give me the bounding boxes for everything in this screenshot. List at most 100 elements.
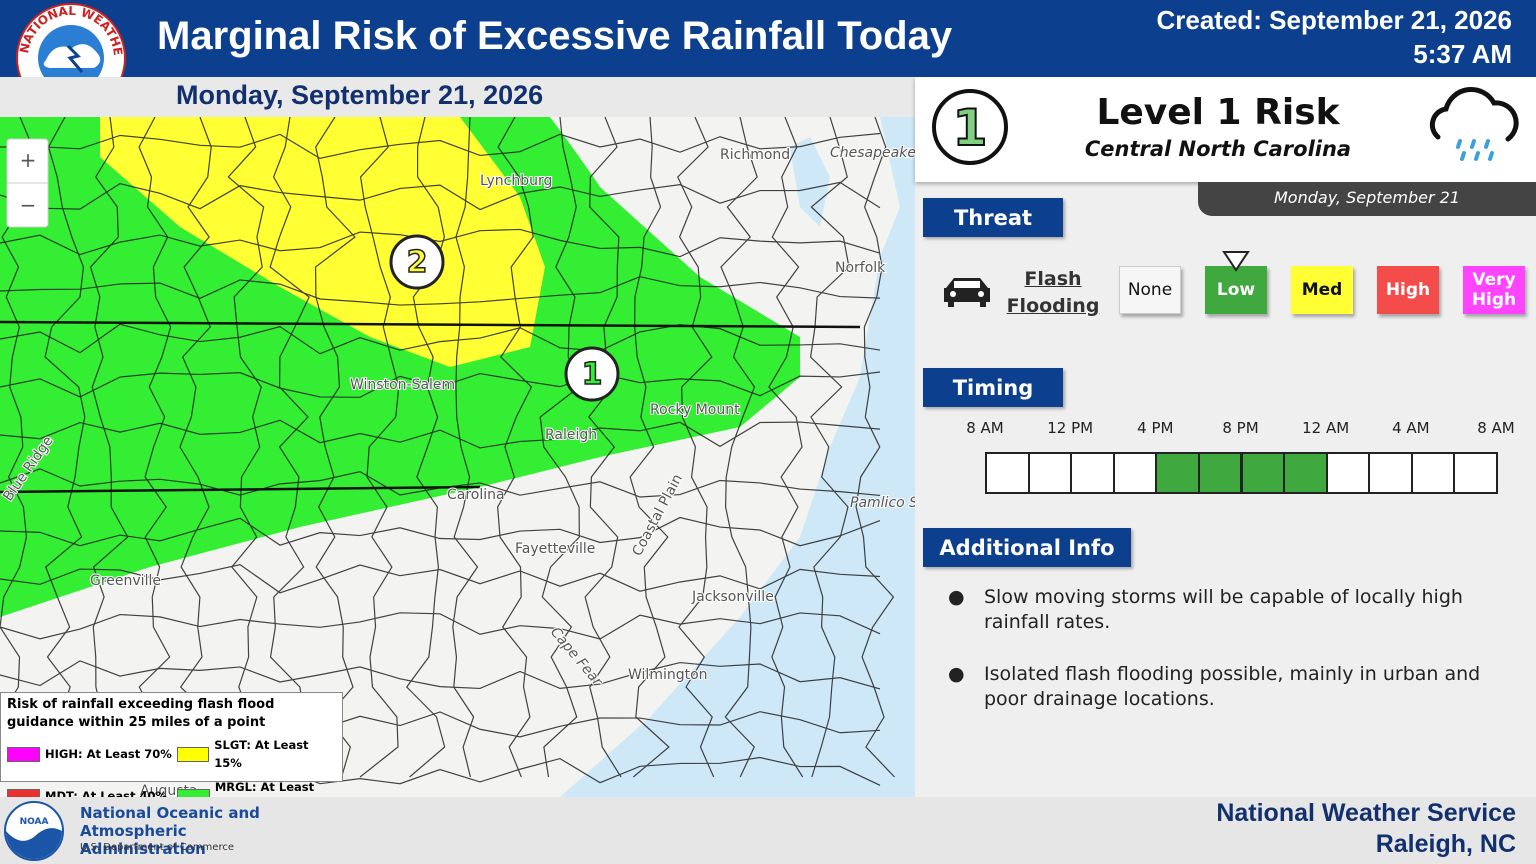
section-heading: Timing [923,368,1063,407]
timing-cell [1410,452,1456,494]
county-line [0,419,881,449]
office: National Weather Service [1216,799,1516,827]
county-line [0,228,881,258]
map: Richmond Chesapeake Bay Norfolk Lynchbur… [0,117,915,797]
zoom-out[interactable]: − [20,193,37,217]
date: Monday, September 21, 2026 [176,80,544,110]
map-label: Winston-Salem [350,377,455,393]
county-line [0,564,881,594]
timing-cell [1155,452,1200,494]
selected-indicator [1222,251,1250,272]
map-label: Pamlico Sound [850,495,915,511]
legend-label: HIGH: At Least 70% [45,747,172,761]
noaa-text: NOAA [20,817,49,827]
threat-level: Low [1205,266,1267,314]
hazard: Flash Flooding [1006,268,1100,317]
bullet: ● Isolated flash flooding possible, mainl… [948,662,1508,712]
section-heading: Additional Info [923,528,1131,567]
timing-cell [1112,452,1158,494]
county-line [89,117,129,778]
zoom-in[interactable]: + [20,148,37,172]
title: Marginal Risk of Excessive Rainfall Toda… [157,14,953,58]
county-line [138,117,172,778]
county-line [855,117,895,778]
risk-area: Central North Carolina [1084,137,1352,161]
footer [0,797,1536,864]
map-label: Jacksonville [691,589,774,605]
county-line [452,117,479,778]
threat-level: High [1377,266,1439,314]
department: U.S. Department of Commerce [80,842,234,853]
county-line [584,117,622,778]
marginal-area [0,117,800,617]
county-line [0,132,881,160]
map-label: Fayetteville [515,541,595,557]
legend-item: HIGH: At Least 70% [7,736,177,772]
timing-cell [985,452,1030,494]
bullet-text: Slow moving storms will be capable of lo… [984,586,1463,633]
timing-cell [1027,452,1073,494]
county-line [227,117,265,778]
rain-icon [1429,86,1519,161]
location: Raleigh, NC [1375,830,1516,858]
county-line [809,117,850,778]
state-line [0,320,861,329]
county-line [405,117,446,778]
county-line [0,612,881,640]
date-bar [0,77,915,117]
county-line [359,117,400,778]
map-label: Lynchburg [480,173,552,189]
created-date: Created: September 21, 2026 [1156,5,1512,35]
county-line [497,117,534,778]
car-icon [944,278,990,307]
county-line [0,660,881,690]
county-line [629,117,670,778]
legend-swatch [7,746,40,762]
county-line [768,117,804,778]
bullet: ● Slow moving storms will be capable of l… [948,585,1508,635]
level-badge: 1 [932,89,1008,165]
county-line [269,117,310,778]
map-label: Norfolk [835,260,886,276]
hour-label: 4 PM [1137,419,1174,437]
map-label: Rocky Mount [650,402,740,418]
level-number: 1 [953,99,988,157]
threat-level: None [1119,266,1181,314]
legend-swatch [177,746,210,762]
county-line [0,371,881,398]
county-line [0,323,881,355]
risk-marker [564,346,620,402]
county-line [677,117,715,778]
timing-cell [1197,452,1243,494]
map-label: Chesapeake Bay [830,145,915,161]
header-bar [0,0,1536,77]
timing-cell [1070,452,1115,494]
risk-marker-label: 2 [407,245,428,280]
county-line [539,117,580,778]
ocean [560,117,915,797]
section-heading: Threat [923,198,1063,237]
bay [790,137,830,227]
agency: National Oceanic and Atmospheric Adminis… [80,804,260,858]
timing-cell [1283,452,1328,494]
map-label: Greenville [90,573,161,589]
hour-label: 4 AM [1392,419,1430,437]
county-line [179,117,213,778]
risk-date: Monday, September 21 [1198,182,1536,216]
hour-label: 12 PM [1047,419,1094,437]
hour-label: 12 AM [1302,419,1350,437]
bullet-text: Isolated flash flooding possible, mainly… [984,663,1481,710]
map-label: Carolina [447,487,505,503]
county-line [0,181,881,211]
timing-cell [1240,452,1286,494]
map-label: Richmond [720,147,790,163]
hour-label: 8 AM [1477,419,1515,437]
legend-item: SLGT: At Least 15% [177,736,337,772]
risk-marker [389,234,445,290]
county-line [314,117,356,778]
timing-cell [1453,452,1498,494]
hour-label: 8 AM [966,419,1004,437]
county-line [720,117,758,778]
created-time: 5:37 AM [1413,39,1512,69]
